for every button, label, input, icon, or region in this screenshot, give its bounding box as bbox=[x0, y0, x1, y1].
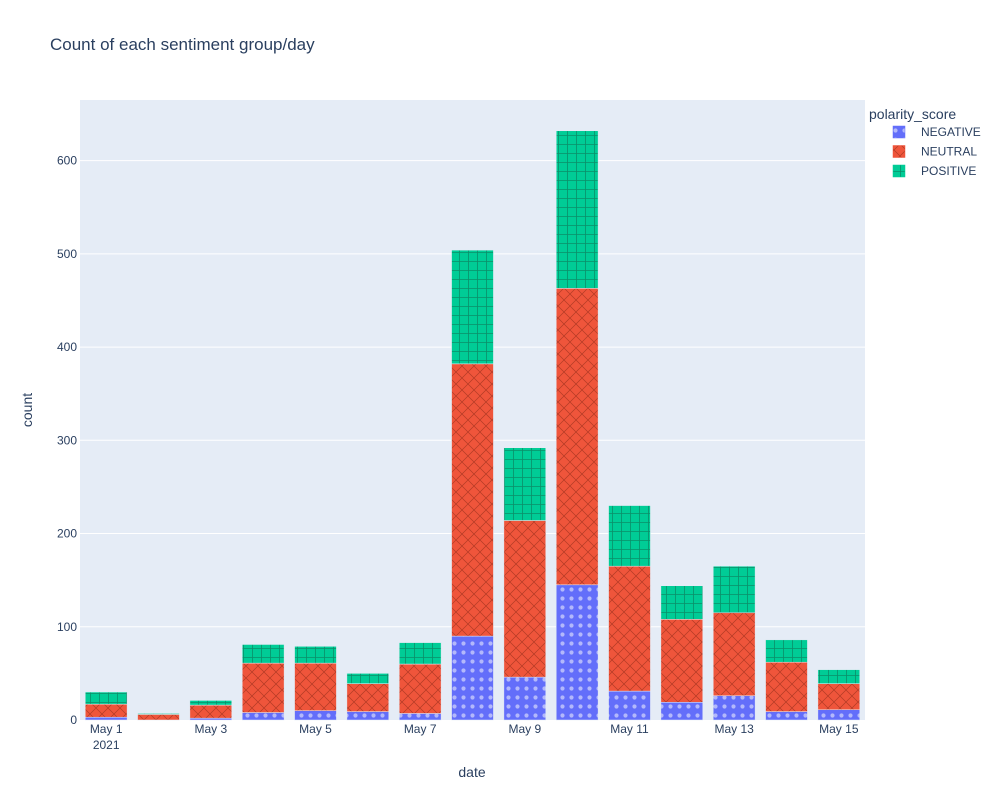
bar-positive[interactable] bbox=[241, 644, 285, 664]
x-axis-title: date bbox=[458, 764, 485, 780]
bar-negative[interactable] bbox=[398, 713, 442, 721]
y-tick-label: 400 bbox=[57, 340, 77, 354]
bar-negative[interactable] bbox=[660, 702, 704, 721]
bar-neutral[interactable] bbox=[137, 714, 180, 721]
bar-positive[interactable] bbox=[817, 669, 861, 684]
bar-positive[interactable] bbox=[137, 713, 180, 715]
bar-neutral[interactable] bbox=[189, 704, 233, 719]
legend[interactable]: polarity_score NEGATIVE NEUTRAL POSITIVE bbox=[869, 106, 981, 178]
bar-negative[interactable] bbox=[503, 676, 547, 721]
bar-positive[interactable] bbox=[189, 700, 233, 706]
bar-negative[interactable] bbox=[712, 695, 756, 721]
y-tick-label: 200 bbox=[57, 527, 77, 541]
legend-swatch-positive[interactable] bbox=[892, 164, 906, 178]
x-tick-sublabel: 2021 bbox=[93, 738, 120, 752]
legend-label-negative[interactable]: NEGATIVE bbox=[921, 125, 981, 139]
bar-neutral[interactable] bbox=[765, 661, 808, 712]
bar-neutral[interactable] bbox=[503, 520, 547, 678]
bar-neutral[interactable] bbox=[398, 663, 442, 714]
bar-negative[interactable] bbox=[555, 584, 599, 721]
bar-positive[interactable] bbox=[765, 639, 808, 663]
bar-positive[interactable] bbox=[608, 505, 651, 567]
bar-neutral[interactable] bbox=[555, 288, 599, 586]
legend-label-neutral[interactable]: NEUTRAL bbox=[921, 145, 977, 159]
bar-negative[interactable] bbox=[346, 711, 390, 721]
bar-positive[interactable] bbox=[660, 585, 704, 620]
bar-negative[interactable] bbox=[451, 635, 494, 721]
bar-negative[interactable] bbox=[817, 709, 861, 721]
bar-neutral[interactable] bbox=[294, 662, 337, 711]
bars bbox=[84, 130, 861, 721]
y-tick-label: 300 bbox=[57, 433, 77, 447]
bar-negative[interactable] bbox=[241, 712, 285, 721]
bar-negative[interactable] bbox=[189, 717, 233, 721]
chart-title: Count of each sentiment group/day bbox=[50, 35, 315, 54]
x-tick-label: May 3 bbox=[194, 722, 227, 736]
y-tick-label: 0 bbox=[70, 713, 77, 727]
bar-negative[interactable] bbox=[294, 710, 337, 721]
bar-neutral[interactable] bbox=[660, 619, 704, 703]
y-tick-label: 100 bbox=[57, 620, 77, 634]
bar-positive[interactable] bbox=[346, 673, 390, 684]
x-tick-label: May 9 bbox=[508, 722, 541, 736]
x-axis-ticks: May 1 2021 May 3 May 5 May 7 May 9 May 11 May 1… bbox=[90, 722, 859, 752]
bar-neutral[interactable] bbox=[451, 363, 494, 637]
bar-negative[interactable] bbox=[608, 690, 651, 721]
legend-swatch-neutral[interactable] bbox=[892, 145, 906, 158]
legend-swatch-negative[interactable] bbox=[892, 125, 906, 139]
x-tick-label: May 5 bbox=[299, 722, 332, 736]
bar-neutral[interactable] bbox=[346, 683, 390, 712]
bar-neutral[interactable] bbox=[84, 703, 128, 718]
y-axis-ticks: 0 100 200 300 400 500 600 bbox=[57, 154, 77, 727]
x-tick-label: May 13 bbox=[714, 722, 754, 736]
x-tick-label: May 11 bbox=[610, 722, 649, 736]
bar-positive[interactable] bbox=[451, 249, 494, 365]
bar-positive[interactable] bbox=[503, 447, 547, 521]
y-tick-label: 500 bbox=[57, 247, 77, 261]
bar-neutral[interactable] bbox=[817, 683, 861, 710]
bar-positive[interactable] bbox=[712, 565, 756, 614]
bar-neutral[interactable] bbox=[608, 565, 651, 692]
bar-negative[interactable] bbox=[84, 716, 128, 721]
bar-positive[interactable] bbox=[555, 130, 599, 289]
bar-negative[interactable] bbox=[765, 711, 808, 721]
bar-neutral[interactable] bbox=[712, 612, 756, 697]
y-tick-label: 600 bbox=[57, 154, 77, 168]
legend-label-positive[interactable]: POSITIVE bbox=[921, 164, 976, 178]
bar-positive[interactable] bbox=[84, 691, 128, 705]
x-tick-label: May 15 bbox=[819, 722, 859, 736]
legend-title: polarity_score bbox=[869, 106, 956, 122]
x-tick-label: May 1 bbox=[90, 722, 123, 736]
bar-neutral[interactable] bbox=[241, 662, 285, 713]
y-axis-title: count bbox=[19, 393, 35, 427]
x-tick-label: May 7 bbox=[404, 722, 437, 736]
bar-positive[interactable] bbox=[294, 646, 337, 664]
bar-positive[interactable] bbox=[398, 642, 442, 665]
